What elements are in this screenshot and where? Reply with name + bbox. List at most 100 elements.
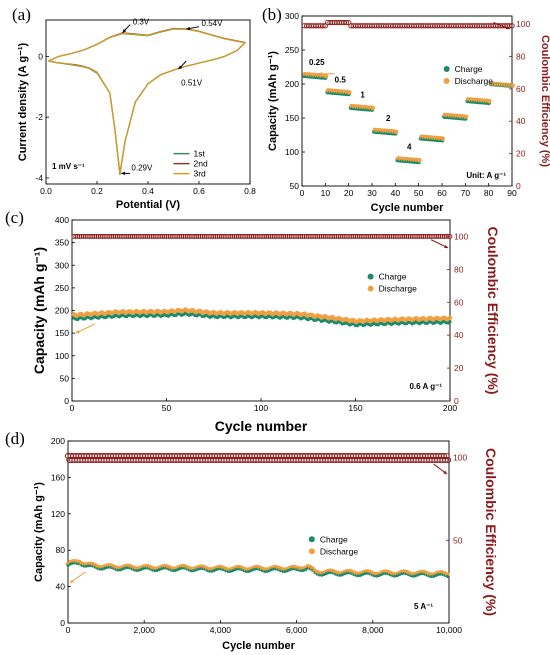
x-tick-label: 40 bbox=[391, 188, 401, 198]
y-tick-label: 120 bbox=[51, 509, 65, 519]
charge-point bbox=[413, 574, 417, 578]
discharge-point bbox=[486, 98, 492, 104]
x-tick-label: 0 bbox=[300, 188, 305, 198]
x-tick-label: 20 bbox=[344, 188, 354, 198]
x-tick-label: 4,000 bbox=[210, 625, 232, 635]
x-tick-label: 0 bbox=[66, 625, 71, 635]
panel-b-y-axis-title: Capacity (mAh g⁻¹) bbox=[267, 51, 279, 151]
charge-point bbox=[434, 573, 438, 577]
x-tick-label: 0.4 bbox=[142, 186, 154, 196]
y-tick-label: 100 bbox=[55, 351, 69, 361]
y-tick-label: 300 bbox=[55, 260, 69, 270]
current-density-note: 5 A⁻¹ bbox=[414, 602, 433, 611]
panel-c-y-right-axis-title: Coulombic Efficiency (%) bbox=[485, 226, 501, 394]
ce-point bbox=[442, 456, 449, 464]
y-tick-label: 160 bbox=[51, 472, 65, 482]
charge-point bbox=[231, 569, 235, 573]
x-tick-label: 60 bbox=[437, 188, 447, 198]
y-tick-label: 50 bbox=[60, 373, 70, 383]
y-tick-label: 150 bbox=[55, 328, 69, 338]
discharge-point bbox=[370, 105, 375, 111]
y-tick-label: 0 bbox=[64, 396, 69, 406]
y-tick-label: 40 bbox=[56, 582, 66, 592]
axis-arrow-ce-head bbox=[444, 244, 449, 248]
axis-arrow-ce-head bbox=[505, 26, 510, 30]
discharge-point bbox=[393, 129, 399, 135]
y-tick-label: 0 bbox=[60, 618, 65, 628]
y-right-tick-label: 80 bbox=[454, 264, 464, 274]
charge-point bbox=[269, 568, 273, 572]
x-tick-label: 10,000 bbox=[436, 625, 462, 635]
legend-discharge-label: Discharge bbox=[455, 76, 494, 86]
discharge-point bbox=[510, 83, 515, 88]
y-tick-label: 0 bbox=[38, 51, 43, 61]
legend-discharge-marker bbox=[308, 548, 315, 555]
y-tick-label: 250 bbox=[55, 283, 69, 293]
panel-b-x-axis-title: Cycle number bbox=[371, 202, 444, 214]
charge-point bbox=[194, 568, 198, 572]
charge-point bbox=[66, 564, 70, 568]
peak-arrow-0.3V-head bbox=[122, 28, 127, 33]
axis-arrow-capacity-head bbox=[75, 330, 80, 334]
panel-b-y-right-axis-title: Coulombic Efficiency (%) bbox=[539, 35, 550, 167]
discharge-point bbox=[463, 114, 469, 120]
y-tick-label: 400 bbox=[55, 215, 69, 225]
x-tick-label: 100 bbox=[254, 403, 268, 413]
x-tick-label: 2,000 bbox=[134, 625, 156, 635]
charge-point bbox=[212, 569, 216, 573]
panel-d-frame bbox=[67, 440, 450, 624]
charge-point bbox=[215, 568, 219, 572]
charge-point bbox=[173, 568, 177, 572]
ce-point bbox=[440, 452, 448, 459]
cv-curve-3rd bbox=[48, 28, 247, 175]
panel-d-y-right-axis-title: Coulombic Efficiency (%) bbox=[483, 448, 499, 616]
legend-charge-marker bbox=[367, 273, 374, 280]
charge-point bbox=[359, 573, 363, 577]
legend-charge-label: Charge bbox=[379, 272, 407, 282]
charge-point bbox=[301, 568, 305, 572]
y-tick-label: 350 bbox=[55, 238, 69, 248]
cv-curve-2nd bbox=[48, 27, 247, 174]
charge-point bbox=[210, 569, 214, 573]
rate-label-0.25: 0.25 bbox=[309, 58, 325, 67]
ce-point bbox=[507, 23, 513, 29]
peak-arrow-0.29V-head bbox=[121, 171, 125, 176]
discharge-point bbox=[416, 158, 422, 163]
charge-point bbox=[379, 573, 383, 577]
x-tick-label: 6,000 bbox=[286, 625, 308, 635]
charge-point bbox=[445, 574, 449, 578]
panel-c-y-axis-title: Capacity (mAh g⁻¹) bbox=[31, 247, 47, 374]
charge-point bbox=[249, 569, 253, 573]
axis-arrow-capacity-head bbox=[318, 72, 322, 76]
y-tick-label: 150 bbox=[285, 113, 299, 123]
annotation-0.51V: 0.51V bbox=[181, 78, 203, 87]
x-tick-label: 30 bbox=[367, 188, 377, 198]
panel-c-label: (c) bbox=[5, 208, 24, 227]
peak-arrow-0.54V-head bbox=[186, 26, 191, 31]
charge-point bbox=[340, 573, 344, 577]
panel-c-x-axis-title: Cycle number bbox=[215, 418, 308, 434]
charge-point bbox=[416, 573, 420, 577]
charge-point bbox=[103, 566, 107, 570]
legend-discharge-label: Discharge bbox=[379, 284, 418, 294]
x-tick-label: 200 bbox=[443, 403, 457, 413]
charge-point bbox=[155, 568, 159, 572]
charge-point bbox=[192, 569, 196, 573]
ce-point bbox=[509, 23, 515, 29]
y-tick-label: 200 bbox=[55, 306, 69, 316]
x-tick-label: 8,000 bbox=[362, 625, 384, 635]
y-right-tick-label: 40 bbox=[454, 330, 464, 340]
panel-a-x-axis-title: Potential (V) bbox=[116, 199, 181, 211]
legend-discharge-marker bbox=[367, 285, 374, 292]
legend-charge-label: Charge bbox=[455, 64, 483, 74]
charge-point bbox=[157, 568, 161, 572]
charge-point bbox=[139, 567, 143, 571]
ce-point bbox=[444, 456, 452, 464]
legend-discharge-label: Discharge bbox=[320, 546, 359, 556]
charge-point bbox=[432, 574, 436, 578]
x-tick-label: 0 bbox=[70, 403, 75, 413]
y-tick-label: -4 bbox=[35, 173, 43, 183]
charge-point bbox=[448, 320, 452, 324]
rate-label-0.5: 0.5 bbox=[335, 76, 347, 85]
